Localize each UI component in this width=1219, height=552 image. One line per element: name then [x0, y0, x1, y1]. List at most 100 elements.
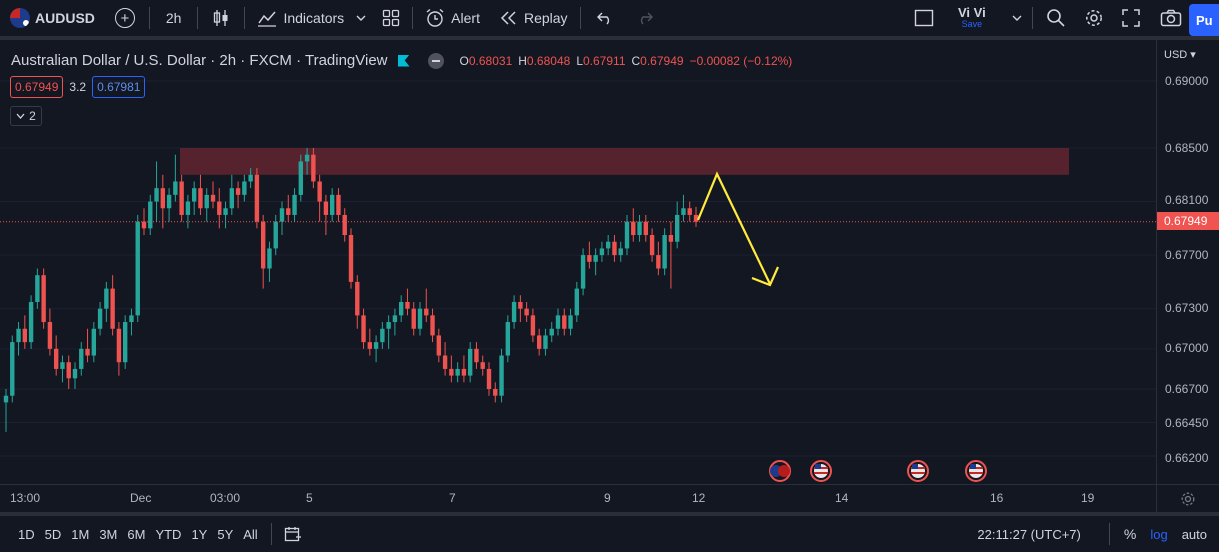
candle — [279, 201, 285, 236]
candle — [656, 241, 661, 276]
range-1m-button[interactable]: 1M — [71, 526, 90, 542]
range-1d-button[interactable]: 1D — [18, 526, 35, 542]
candle-body — [260, 221, 266, 269]
redo-button[interactable] — [627, 0, 663, 36]
auto-scale-toggle[interactable]: auto — [1181, 526, 1207, 542]
indicators-collapse-button[interactable]: 2 — [10, 106, 42, 126]
replay-button[interactable]: Replay — [490, 0, 578, 36]
replay-label: Replay — [523, 10, 568, 26]
chart-legend[interactable]: Australian Dollar / U.S. Dollar · 2h · F… — [11, 52, 792, 69]
candle — [499, 348, 504, 403]
fullscreen-layout-button[interactable] — [906, 0, 942, 36]
time-axis[interactable]: 13:00 Dec 03:00 5 7 9 12 14 16 19 — [0, 484, 1156, 512]
chart-type-button[interactable] — [200, 0, 242, 36]
candle — [424, 288, 429, 323]
candle — [505, 315, 511, 363]
range-6m-button[interactable]: 6M — [127, 526, 146, 542]
candle — [693, 206, 699, 227]
candle — [235, 181, 241, 209]
user-menu-dropdown[interactable] — [1006, 0, 1028, 36]
candle-body — [493, 389, 498, 396]
candle — [649, 228, 655, 262]
candle — [486, 362, 492, 396]
candle — [185, 194, 191, 229]
event-us-flag-icon[interactable] — [907, 460, 929, 482]
interval-button[interactable]: 2h — [152, 0, 196, 36]
projection-arrow-head[interactable] — [751, 266, 780, 287]
search-button[interactable] — [1038, 0, 1074, 36]
goto-date-button[interactable] — [284, 526, 302, 542]
candle-body — [60, 362, 65, 369]
layouts-button[interactable] — [372, 0, 410, 36]
alert-button[interactable]: Alert — [415, 0, 490, 36]
publish-button[interactable]: Pu — [1189, 4, 1219, 36]
open-value: 0.68031 — [468, 53, 513, 68]
log-scale-toggle[interactable]: log — [1150, 526, 1168, 542]
range-ytd-button[interactable]: YTD — [155, 526, 182, 542]
candle — [311, 148, 316, 189]
candle-body — [555, 315, 561, 329]
range-5d-button[interactable]: 5D — [44, 526, 62, 542]
candle — [323, 194, 329, 236]
candle — [41, 268, 46, 329]
candle — [317, 174, 322, 222]
indicators-dropdown[interactable] — [350, 0, 372, 36]
price-chart[interactable] — [0, 40, 1156, 484]
user-menu[interactable]: Vi Vi Save — [950, 0, 994, 36]
event-au-us-flag-icon[interactable] — [769, 460, 791, 482]
candle — [455, 362, 460, 383]
candle — [411, 301, 416, 336]
compare-symbol-button[interactable]: + — [103, 0, 147, 36]
candle — [373, 335, 379, 363]
settings-button[interactable] — [1076, 0, 1112, 36]
price-axis[interactable]: USD ▾ 0.69000 0.68500 0.68100 0.67700 0.… — [1156, 40, 1219, 484]
candle-body — [304, 154, 310, 162]
candle-body — [66, 362, 71, 379]
price-tick: 0.67000 — [1165, 341, 1209, 355]
clock-timezone-button[interactable]: 22:11:27 (UTC+7) — [977, 526, 1081, 542]
candle — [593, 248, 598, 276]
toolbar-divider — [148, 7, 150, 29]
range-1y-button[interactable]: 1Y — [191, 526, 208, 542]
projection-arrow[interactable] — [696, 171, 771, 285]
candle-body — [10, 342, 15, 396]
buy-button[interactable]: 0.67981 — [92, 76, 146, 98]
candle — [355, 275, 360, 329]
axis-settings-button[interactable] — [1156, 484, 1219, 512]
percent-scale-toggle[interactable]: % — [1123, 526, 1137, 542]
symbol-search[interactable]: AUDUSD — [0, 0, 103, 36]
alarm-clock-icon — [426, 8, 444, 27]
sell-button[interactable]: 0.67949 — [10, 76, 64, 98]
candle — [260, 214, 266, 289]
candle-body — [166, 194, 172, 209]
resistance-zone[interactable] — [180, 148, 1069, 175]
candle — [392, 308, 398, 336]
candle-body — [649, 235, 655, 256]
screenshot-button[interactable] — [1152, 0, 1190, 36]
candle-body — [286, 208, 291, 215]
chevron-down-icon — [356, 15, 366, 21]
candle — [436, 328, 442, 363]
candle — [10, 335, 15, 403]
candle-body — [3, 395, 9, 403]
time-tick: 12 — [692, 491, 706, 505]
candle — [60, 355, 65, 383]
range-3m-button[interactable]: 3M — [99, 526, 118, 542]
hide-legend-icon[interactable] — [427, 52, 444, 69]
event-us-flag-icon[interactable] — [810, 460, 832, 482]
candle-body — [204, 194, 209, 209]
indicators-button[interactable]: Indicators — [247, 0, 350, 36]
currency-selector[interactable]: USD ▾ — [1164, 49, 1196, 61]
range-all-button[interactable]: All — [243, 526, 258, 542]
candle-body — [191, 188, 197, 202]
fullscreen-button[interactable] — [1114, 0, 1148, 36]
candle — [248, 168, 253, 189]
chart-pane[interactable] — [0, 40, 1156, 484]
range-5y-button[interactable]: 5Y — [217, 526, 234, 542]
candle-body — [336, 194, 341, 215]
plus-circle-icon: + — [114, 8, 135, 28]
event-us-flag-icon[interactable] — [965, 460, 987, 482]
symbol-name: AUDUSD — [35, 10, 95, 26]
undo-button[interactable] — [583, 0, 627, 36]
candle — [524, 301, 529, 323]
